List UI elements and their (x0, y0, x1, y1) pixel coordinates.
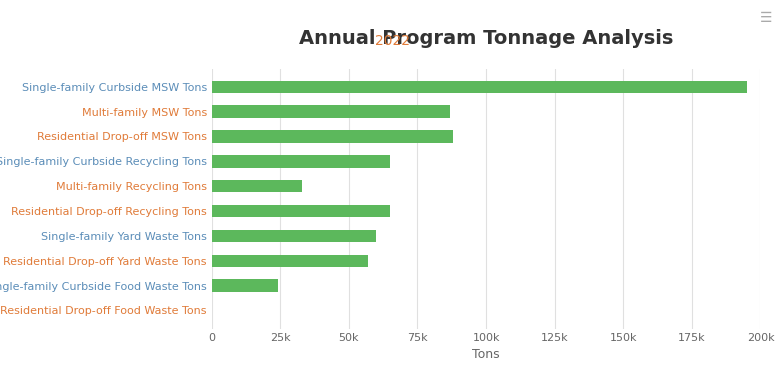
Bar (212, 81, 746, 93)
X-axis label: Tons: Tons (472, 348, 500, 361)
Text: ☰: ☰ (760, 11, 772, 26)
Bar (212, 254, 368, 267)
Text: 2022: 2022 (375, 34, 409, 49)
Title: Annual Program Tonnage Analysis: Annual Program Tonnage Analysis (299, 29, 673, 48)
Bar (212, 105, 450, 118)
Bar (212, 155, 390, 168)
Bar (212, 180, 302, 193)
Bar (212, 230, 376, 242)
Bar (212, 205, 390, 217)
Bar (212, 130, 453, 143)
Bar (212, 279, 278, 292)
